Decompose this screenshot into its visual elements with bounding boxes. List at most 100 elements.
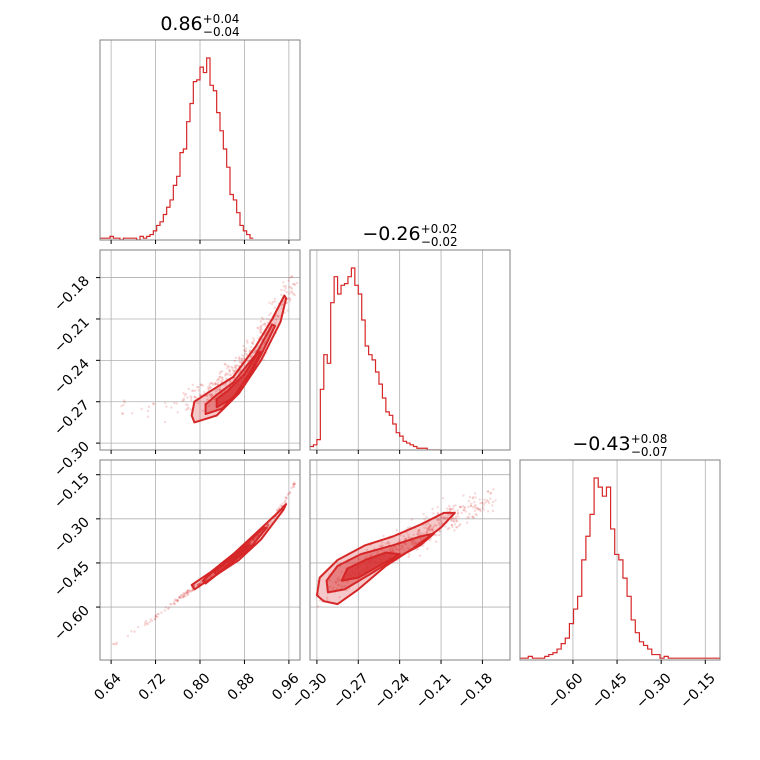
scatter-point [276,509,279,512]
scatter-point [176,599,179,602]
scatter-point [242,349,246,352]
scatter-point [266,524,269,527]
scatter-point [293,293,296,297]
scatter-point [415,541,418,544]
scatter-point [471,515,474,519]
scatter-point [122,399,126,402]
scatter-point [205,394,208,397]
scatter-point [336,583,340,587]
scatter-point [235,367,238,370]
scatter-point [336,578,339,581]
scatter-point [250,355,253,358]
scatter-point [167,606,171,609]
scatter-point [407,536,410,539]
scatter-point [432,525,435,529]
scatter-point [144,619,148,623]
scatter-point [215,389,219,393]
scatter-point [154,615,158,618]
scatter-point [357,557,361,561]
scatter-point [153,617,156,620]
scatter-point [394,545,397,549]
scatter-point [331,586,335,590]
scatter-point [471,497,474,500]
y-tick-label: −0.30 [51,439,93,481]
scatter-point [435,534,438,537]
scatter-point [196,583,199,586]
scatter-point [254,349,257,352]
scatter-point [252,339,256,342]
scatter-point [292,482,295,486]
scatter-point [293,482,296,486]
scatter-point [266,321,270,324]
y-tick-label: −0.21 [51,314,93,356]
scatter-point [290,275,293,279]
scatter-point [178,596,181,599]
scatter-point [345,589,348,592]
scatter-point [479,502,482,505]
scatter-point [439,516,442,519]
scatter-point [365,555,369,558]
scatter-point [429,525,433,528]
param-title: −0.26+0.02 −0.02 [362,222,457,249]
scatter-point [226,372,230,376]
scatter-point [259,326,263,329]
scatter-point [146,622,149,626]
scatter-point [365,548,369,552]
scatter-point [288,491,291,495]
scatter-point [491,500,495,504]
scatter-point [147,405,151,409]
scatter-point [220,376,224,380]
scatter-point [145,622,148,625]
scatter-point [484,501,488,504]
scatter-point [414,542,417,545]
scatter-point [240,359,244,363]
x-tick-label: −0.45 [589,670,631,712]
scatter-point [290,290,293,293]
scatter-point [267,523,270,526]
scatter-point [401,546,404,549]
scatter-point [482,508,485,511]
scatter-point [471,506,475,509]
scatter-point [256,326,259,330]
panel-2-1: −0.30 −0.27 −0.24 −0.21 −0.18 [289,459,511,712]
scatter-point [426,547,429,550]
scatter-point [260,316,264,320]
scatter-point [460,511,463,515]
scatter-point [287,492,290,495]
scatter-point [186,406,190,409]
scatter-point [459,523,462,526]
scatter-point [395,529,399,532]
scatter-point [407,555,410,558]
grid [572,460,706,660]
scatter-point [390,547,393,551]
scatter-point [468,512,471,516]
scatter-point [210,381,213,385]
scatter-point [209,386,212,390]
scatter-point [231,366,234,370]
scatter-point [405,531,408,534]
scatter-point [396,548,400,552]
scatter-point [413,539,417,543]
scatter-point [420,537,423,541]
scatter-point [126,635,130,638]
scatter-point [186,591,189,594]
scatter-point [275,509,279,512]
scatter-point [285,291,289,294]
scatter-point [270,521,273,524]
scatter-point [268,313,271,317]
scatter-point [450,523,454,527]
scatter-point [419,538,423,541]
scatter-point [266,317,269,321]
scatter-point [442,515,445,518]
scatter-point [325,596,329,599]
scatter-point [163,609,167,612]
scatter-point [485,499,488,502]
scatter-point [473,492,477,495]
scatter-point [464,510,468,513]
scatter-point [192,389,195,393]
scatter-point [425,530,428,533]
scatter-point [186,590,189,593]
scatter-point [288,299,292,302]
scatter-point [457,515,460,519]
scatter-point [448,508,452,511]
